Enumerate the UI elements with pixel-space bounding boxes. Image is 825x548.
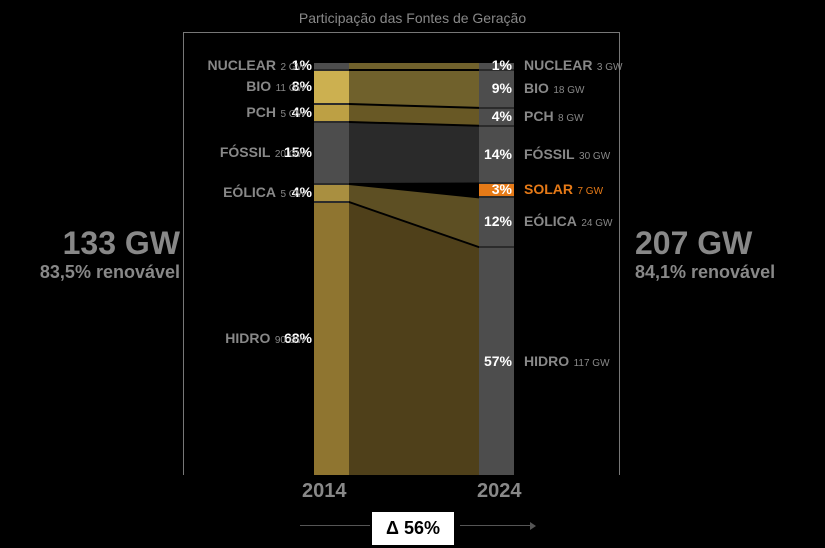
flow-connector: [349, 123, 479, 183]
series-gw: 18 GW: [553, 85, 584, 96]
series-label: FÓSSIL 30 GW: [524, 146, 610, 164]
left-total-gw: 133 GW: [0, 225, 180, 262]
year-right: 2024: [477, 480, 522, 503]
growth-arrow: [300, 525, 370, 526]
bar-segment: [314, 71, 349, 103]
series-gw: 7 GW: [577, 186, 603, 197]
series-name: PCH: [246, 104, 276, 120]
bar-segment: [314, 185, 349, 201]
bar-segment: [314, 63, 349, 69]
flow-connector: [349, 185, 479, 246]
right-total-renew: 84,1% renovável: [635, 262, 825, 283]
series-name: EÓLICA: [223, 184, 276, 200]
series-label: BIO 18 GW: [524, 80, 584, 98]
series-label: PCH 8 GW: [524, 108, 584, 126]
series-gw: 20 GW: [275, 149, 306, 160]
pct-label: 12%: [479, 213, 512, 229]
flow-connector: [349, 71, 479, 107]
series-label: EÓLICA 5 GW: [223, 184, 306, 202]
series-label: NUCLEAR 2 GW: [208, 57, 306, 75]
series-gw: 24 GW: [581, 218, 612, 229]
series-gw: 117 GW: [574, 358, 610, 369]
series-name: HIDRO: [524, 353, 569, 369]
bar-2014: [314, 63, 349, 473]
series-name: EÓLICA: [524, 213, 577, 229]
series-gw: 90 GW: [275, 335, 306, 346]
delta-badge: Δ 56%: [372, 512, 454, 545]
series-name: BIO: [524, 80, 549, 96]
series-name: FÓSSIL: [524, 146, 575, 162]
series-gw: 5 GW: [280, 109, 306, 120]
flow-connector: [349, 105, 479, 125]
flow-connectors: [184, 33, 619, 475]
bar-segment: [314, 203, 349, 475]
generation-sources-chart: 1%NUCLEAR 2 GW8%BIO 11 GW4%PCH 5 GW15%FÓ…: [183, 32, 620, 475]
series-name: PCH: [524, 108, 554, 124]
right-total-gw: 207 GW: [635, 225, 825, 262]
growth-arrow: [460, 525, 530, 526]
bar-2024: [479, 63, 514, 473]
series-gw: 11 GW: [276, 83, 306, 94]
series-label: PCH 5 GW: [246, 104, 306, 122]
series-label: FÓSSIL 20 GW: [220, 144, 306, 162]
pct-label: 9%: [479, 80, 512, 96]
bar-segment: [314, 105, 349, 121]
series-gw: 8 GW: [558, 113, 584, 124]
series-name: NUCLEAR: [524, 57, 592, 73]
flow-connector: [349, 203, 479, 475]
pct-label: 1%: [479, 57, 512, 73]
right-summary: 207 GW 84,1% renovável: [635, 225, 825, 283]
series-label: BIO 11 GW: [246, 78, 306, 96]
pct-label: 57%: [479, 353, 512, 369]
left-total-renew: 83,5% renovável: [0, 262, 180, 283]
series-gw: 30 GW: [579, 151, 610, 162]
series-name: NUCLEAR: [208, 57, 276, 73]
bar-segment: [314, 123, 349, 183]
series-name: SOLAR: [524, 181, 573, 197]
year-left: 2014: [302, 480, 347, 503]
series-gw: 3 GW: [597, 62, 623, 73]
chart-title: Participação das Fontes de Geração: [0, 10, 825, 26]
series-label: HIDRO 117 GW: [524, 353, 610, 371]
pct-label: 4%: [479, 108, 512, 124]
pct-label: 3%: [479, 181, 512, 197]
series-name: FÓSSIL: [220, 144, 271, 160]
series-label: HIDRO 90 GW: [225, 330, 306, 348]
series-gw: 5 GW: [280, 189, 306, 200]
series-label: NUCLEAR 3 GW: [524, 57, 622, 75]
series-label: EÓLICA 24 GW: [524, 213, 612, 231]
flow-connector: [349, 63, 479, 69]
pct-label: 14%: [479, 146, 512, 162]
series-gw: 2 GW: [280, 62, 306, 73]
series-name: HIDRO: [225, 330, 270, 346]
series-name: BIO: [246, 78, 271, 94]
left-summary: 133 GW 83,5% renovável: [0, 225, 180, 283]
series-label: SOLAR 7 GW: [524, 181, 603, 199]
